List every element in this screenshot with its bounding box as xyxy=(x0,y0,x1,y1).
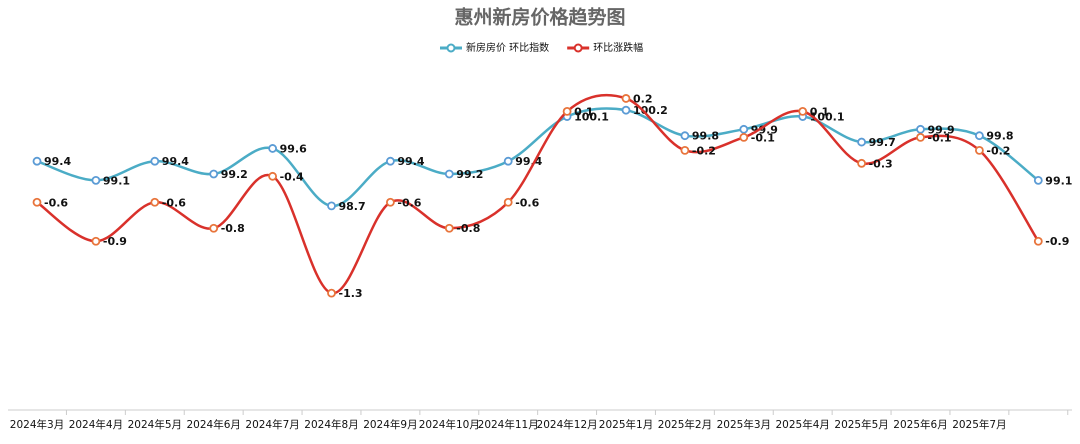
data-label: 99.2 xyxy=(456,168,483,181)
point xyxy=(32,197,42,207)
data-label: 99.9 xyxy=(751,123,778,136)
legend-label: 新房房价 环比指数 xyxy=(466,41,549,54)
data-label: -0.6 xyxy=(397,196,421,209)
point xyxy=(739,124,749,134)
point xyxy=(327,201,336,211)
data-label: 100.2 xyxy=(633,104,668,117)
point xyxy=(150,197,160,207)
data-label: -0.6 xyxy=(44,196,68,209)
point xyxy=(209,169,219,179)
data-label: -0.6 xyxy=(515,196,539,209)
data-label: -0.2 xyxy=(692,144,716,157)
point xyxy=(150,156,160,166)
x-tick-label: 2024年11月 xyxy=(478,418,539,431)
point xyxy=(444,169,454,179)
point xyxy=(385,156,395,166)
data-label: 99.1 xyxy=(1045,174,1072,187)
x-tick-label: 2024年3月 xyxy=(10,418,64,431)
point xyxy=(268,171,278,181)
legend-label: 环比涨跌幅 xyxy=(593,41,643,54)
data-label: -0.6 xyxy=(162,196,186,209)
point xyxy=(1033,236,1043,246)
data-label: 99.1 xyxy=(103,174,130,187)
x-tick-label: 2025年7月 xyxy=(952,418,1006,431)
point xyxy=(562,107,572,116)
data-label: 99.9 xyxy=(928,123,955,136)
point xyxy=(268,144,278,153)
point xyxy=(209,223,219,233)
data-label: -0.4 xyxy=(280,170,304,183)
point xyxy=(857,158,866,168)
data-label: 99.4 xyxy=(397,155,424,168)
data-label: 99.8 xyxy=(692,130,719,143)
data-label: -0.9 xyxy=(1045,235,1069,248)
x-tick-label: 2025年6月 xyxy=(893,418,947,431)
data-label: -0.1 xyxy=(928,131,952,144)
data-label: 99.2 xyxy=(221,168,248,181)
x-tick-label: 2024年12月 xyxy=(537,418,598,431)
data-label: 99.6 xyxy=(280,142,307,155)
data-label: -0.3 xyxy=(869,157,893,170)
data-label: 0.1 xyxy=(810,105,830,118)
data-label: -0.9 xyxy=(103,235,127,248)
point xyxy=(444,223,454,233)
data-label: 99.4 xyxy=(515,155,542,168)
data-label: -0.1 xyxy=(751,131,775,144)
series-line xyxy=(36,93,1040,295)
x-tick-label: 2025年4月 xyxy=(775,418,829,431)
point xyxy=(503,156,513,166)
point xyxy=(621,105,631,115)
data-label: -0.8 xyxy=(221,222,245,235)
point xyxy=(798,107,808,116)
x-tick-label: 2025年1月 xyxy=(599,418,653,431)
point xyxy=(32,156,42,166)
x-tick-label: 2024年6月 xyxy=(186,418,240,431)
legend-marker xyxy=(446,43,456,53)
x-tick-label: 2025年2月 xyxy=(658,418,712,431)
point xyxy=(916,124,925,134)
point xyxy=(621,94,631,103)
point xyxy=(680,131,690,141)
data-label: -0.2 xyxy=(986,144,1010,157)
data-label: 0.2 xyxy=(633,92,653,105)
point xyxy=(503,197,513,207)
point xyxy=(916,132,925,142)
data-label: 99.7 xyxy=(869,136,896,149)
x-tick-label: 2024年9月 xyxy=(363,418,417,431)
chart-title: 惠州新房价格趋势图 xyxy=(454,6,625,29)
data-label: 99.4 xyxy=(162,155,189,168)
data-label: 99.8 xyxy=(986,130,1013,143)
point xyxy=(91,175,101,185)
point xyxy=(385,197,395,207)
point xyxy=(975,131,984,141)
data-label: 99.4 xyxy=(44,155,71,168)
point xyxy=(739,132,749,142)
x-tick-label: 2024年4月 xyxy=(69,418,123,431)
data-label: 100.1 xyxy=(574,111,609,124)
x-tick-label: 2024年8月 xyxy=(304,418,358,431)
point xyxy=(857,137,866,147)
point xyxy=(975,145,984,155)
point xyxy=(327,288,336,298)
x-tick-label: 2025年5月 xyxy=(834,418,888,431)
x-tick-label: 2025年3月 xyxy=(717,418,771,431)
data-label: -1.3 xyxy=(339,287,363,300)
point xyxy=(1033,175,1043,185)
x-tick-label: 2024年10月 xyxy=(419,418,480,431)
data-label: 98.7 xyxy=(339,200,366,213)
legend-marker xyxy=(573,43,583,53)
data-label: 0.1 xyxy=(574,105,594,118)
point xyxy=(91,236,101,246)
x-tick-label: 2024年5月 xyxy=(128,418,182,431)
data-label: -0.8 xyxy=(456,222,480,235)
x-tick-label: 2024年7月 xyxy=(245,418,299,431)
point xyxy=(680,145,690,155)
